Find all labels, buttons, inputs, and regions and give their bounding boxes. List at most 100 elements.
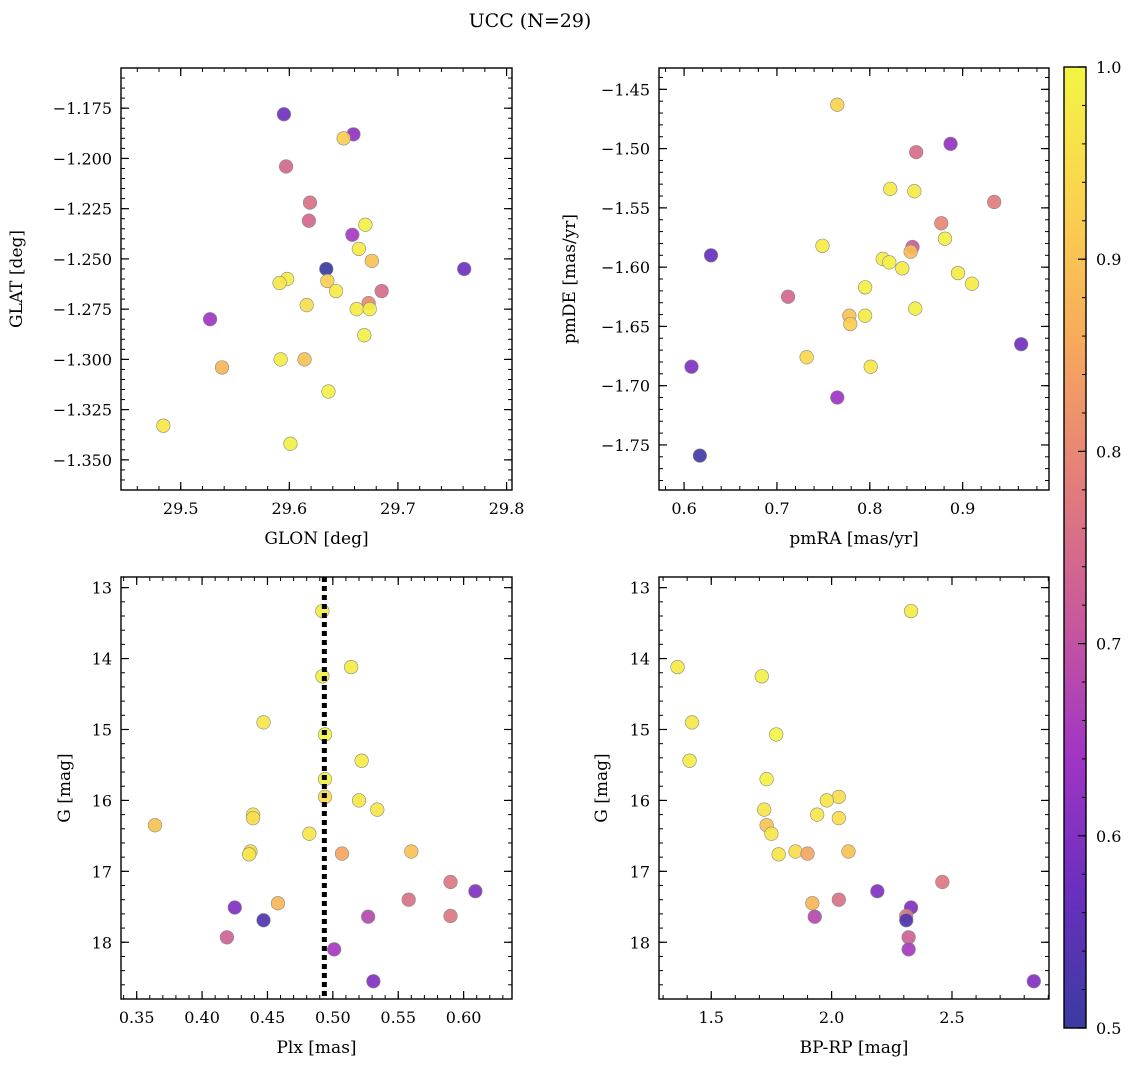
scatter-point [256,913,271,928]
scatter-point [807,909,822,924]
scatter-point [964,276,980,291]
colorbar-tick-label: 0.6 [1096,827,1121,846]
scatter-point [943,136,958,151]
scatter-point [1026,974,1041,989]
x-axis-label: BP-RP [mag] [800,1038,909,1058]
x-tick-label: 0.8 [857,499,882,518]
axes-frame [120,576,513,1000]
x-tick-label: 29.6 [272,499,308,518]
y-tick-label: −1.50 [601,140,650,159]
y-tick-label: −1.325 [53,401,112,420]
scatter-point [272,275,287,291]
y-tick-label: −1.275 [53,300,112,319]
y-tick-label: −1.300 [53,350,112,369]
scatter-point [358,217,373,232]
y-axis-label: GLAT [deg] [7,230,27,328]
y-tick-label: −1.75 [601,436,650,455]
panel-glon-glat: 29.5 29.6 29.7 29.8 −1.350 −1.325 −1.300 −1.275… [7,67,524,549]
x-tick-label: 0.55 [380,1008,416,1027]
scatter-point [670,659,685,675]
scatter-point [336,131,351,146]
scatter-point [202,312,218,327]
scatter-point [950,265,966,281]
axes-frame [658,67,1050,491]
x-tick-label: 1.5 [699,1008,724,1027]
colorbar-tick-label: 0.5 [1096,1019,1121,1038]
scatter-point [320,273,335,289]
axes-frame [120,67,513,491]
y-axis-label: G [mag] [592,753,612,822]
minor-ticks [659,577,1049,1000]
scatter-point [858,280,873,295]
scatter-points [670,603,1041,989]
scatter-point [297,352,312,367]
scatter-point [362,302,377,317]
scatter-point [754,669,769,684]
y-tick-label: 15 [630,720,650,739]
x-tick-label: 0.7 [764,499,789,518]
scatter-point [800,846,815,861]
scatter-point [404,844,419,859]
scatter-point [349,302,364,317]
x-tick-label: 0.60 [446,1008,482,1027]
y-tick-label: 15 [92,720,112,739]
figure-title: UCC (N=29) [469,10,592,32]
scatter-point [156,418,171,433]
scatter-point [270,896,286,911]
minor-ticks [659,68,1049,490]
colorbar-tick-label: 0.8 [1096,442,1121,461]
scatter-point [815,238,830,253]
scatter-point [302,826,317,841]
scatter-point [909,145,924,160]
scatter-point [278,159,294,174]
scatter-point [242,847,257,862]
x-tick-label: 29.7 [380,499,416,518]
scatter-point [895,261,910,276]
scatter-point [361,909,376,924]
scatter-point [374,283,389,299]
scatter-point [831,811,846,826]
scatter-point [830,390,845,405]
y-tick-label: −1.55 [601,199,650,218]
scatter-points [156,107,472,451]
y-tick-label: 13 [92,579,112,598]
scatter-point [1014,337,1029,352]
panels: 29.5 29.6 29.7 29.8 −1.350 −1.325 −1.300 −1.275… [7,67,1050,1058]
minor-ticks [121,577,512,1000]
scatter-point [354,753,369,768]
major-ticks [659,577,1049,999]
scatter-point [273,352,288,367]
scatter-point [764,826,779,841]
scatter-point [934,216,949,231]
scatter-point [771,847,786,862]
scatter-point [345,227,360,242]
x-tick-label: 2.5 [939,1008,964,1027]
scatter-point [443,874,458,890]
scatter-point [351,241,366,256]
scatter-point [283,436,298,451]
y-tick-label: −1.65 [601,317,650,336]
scatter-point [344,659,359,675]
y-tick-label: 14 [630,650,650,669]
scatter-points [147,603,483,989]
x-tick-label: 0.6 [671,499,696,518]
colorbar-gradient [1064,67,1086,1028]
colorbar-tick-label: 0.9 [1096,250,1121,269]
scatter-point [328,283,344,299]
scatter-point [830,97,845,112]
scatter-point [401,892,416,907]
y-tick-label: 14 [92,650,112,669]
major-ticks [121,577,512,999]
y-tick-label: −1.225 [53,200,112,219]
scatter-point [901,930,916,945]
x-tick-label: 0.35 [119,1008,155,1027]
scatter-point [799,350,814,365]
y-tick-label: −1.250 [53,250,112,269]
scatter-point [301,213,316,228]
scatter-point [214,360,230,375]
scatter-point [357,328,372,343]
scatter-point [370,802,385,817]
scatter-point [908,301,923,316]
scatter-point [863,359,878,374]
scatter-point [903,244,918,259]
